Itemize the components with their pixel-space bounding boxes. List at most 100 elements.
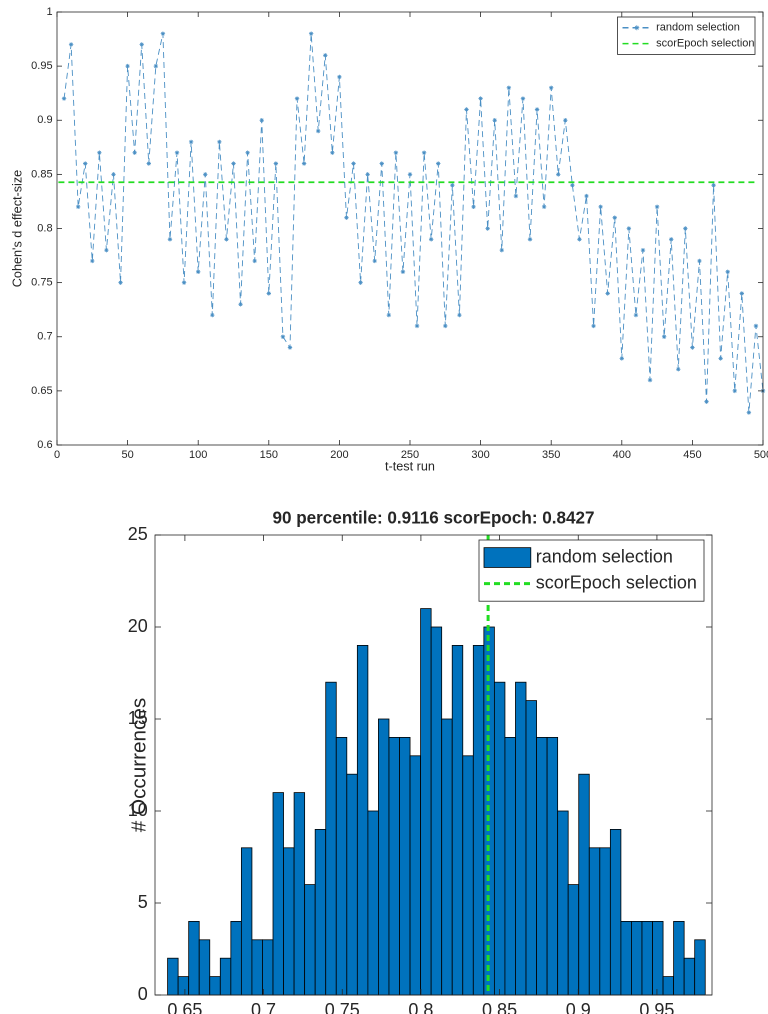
data-point: [132, 150, 137, 155]
data-point: [224, 237, 229, 242]
data-point: [231, 161, 236, 166]
data-point: [181, 280, 187, 285]
data-point: [570, 183, 575, 188]
data-point: [605, 291, 610, 296]
data-point: [174, 150, 180, 155]
histogram-bar: [451, 645, 464, 996]
y-tick-label: 0.75: [31, 277, 52, 289]
histogram-bar: [557, 810, 569, 996]
data-point: [90, 258, 95, 264]
histogram-bar: [335, 737, 348, 996]
data-point: [75, 204, 81, 210]
y-tick-label: 0.65: [31, 385, 52, 397]
data-point: [118, 280, 123, 285]
histogram-bar: [694, 939, 706, 996]
data-point: [577, 237, 582, 242]
legend-swatch: [483, 547, 532, 568]
x-tick-label: 100: [189, 449, 207, 461]
data-point: [471, 204, 476, 210]
histogram-bar: [546, 737, 559, 996]
data-point: [718, 356, 723, 361]
data-point: [647, 377, 653, 383]
x-tick-label: 400: [613, 449, 631, 461]
data-point: [125, 63, 130, 69]
data-point: [541, 204, 547, 210]
axes-box: [154, 534, 713, 996]
data-point: [746, 410, 752, 415]
data-point: [379, 161, 384, 166]
histogram-bar: [462, 755, 474, 996]
y-tick-label: 20: [128, 616, 148, 636]
legend-label: random selection: [656, 22, 740, 34]
data-point: [273, 161, 279, 166]
histogram-bar: [588, 847, 601, 996]
histogram-bar: [620, 921, 632, 996]
data-point: [619, 356, 624, 361]
x-tick-label: 0.8: [408, 1000, 433, 1014]
histogram-bar: [652, 921, 664, 996]
data-point: [534, 107, 540, 112]
histogram-bar: [240, 847, 253, 996]
data-point: [153, 63, 159, 69]
x-tick-label: 300: [471, 449, 489, 461]
data-point: [372, 258, 377, 264]
histogram-bar: [504, 737, 516, 996]
data-point: [351, 161, 356, 166]
data-point: [683, 226, 688, 231]
legend-marker: [634, 25, 640, 31]
histogram-bar: [378, 718, 390, 996]
histogram-bar: [430, 626, 443, 996]
histogram-bar: [525, 700, 537, 996]
histogram-bar: [272, 792, 284, 996]
data-point: [584, 193, 589, 199]
histogram-bar: [230, 921, 242, 996]
data-point: [513, 193, 519, 199]
data-point: [690, 345, 695, 350]
x-tick-label: 0.75: [325, 1000, 360, 1014]
x-tick-label: 250: [401, 449, 419, 461]
data-point: [146, 161, 151, 166]
histogram-bar: [356, 645, 369, 996]
x-tick-label: 0.65: [167, 1000, 202, 1014]
data-point: [308, 31, 314, 36]
histogram-bar: [493, 681, 506, 996]
data-point: [330, 150, 335, 155]
y-tick-label: 0.6: [37, 439, 52, 451]
data-point: [704, 399, 709, 404]
data-point: [612, 215, 617, 220]
y-tick-label: 0.8: [37, 222, 52, 234]
histogram-bar: [515, 681, 527, 996]
data-point: [323, 53, 328, 58]
data-point: [365, 172, 370, 177]
y-tick-label: 0.85: [31, 168, 52, 180]
data-point: [661, 334, 667, 339]
data-point: [139, 42, 144, 47]
data-point: [457, 312, 462, 318]
histogram-bar: [262, 939, 274, 996]
data-point: [203, 172, 208, 177]
histogram-bar: [609, 829, 622, 996]
data-point: [485, 226, 490, 231]
histogram-bar: [209, 976, 221, 996]
x-tick-label: 0.9: [566, 1000, 591, 1014]
data-point: [196, 269, 201, 274]
x-tick-label: 50: [121, 449, 133, 461]
data-point: [316, 128, 321, 134]
data-point: [188, 139, 194, 145]
data-point: [210, 312, 215, 318]
data-point: [358, 280, 363, 285]
data-point: [492, 118, 497, 123]
y-axis-label: Cohen's d effect-size: [10, 170, 24, 287]
data-point: [252, 258, 257, 264]
data-point: [386, 312, 392, 318]
histogram-bar: [578, 773, 590, 996]
data-point: [68, 42, 74, 47]
y-axis-label: # Occurrences: [127, 698, 150, 833]
data-point: [697, 258, 702, 264]
histogram-bar: [293, 792, 306, 996]
histogram-bar: [367, 810, 379, 996]
x-tick-label: 150: [260, 449, 278, 461]
histogram-bar: [325, 681, 337, 996]
legend-label: random selection: [536, 546, 673, 566]
data-point: [421, 150, 427, 155]
